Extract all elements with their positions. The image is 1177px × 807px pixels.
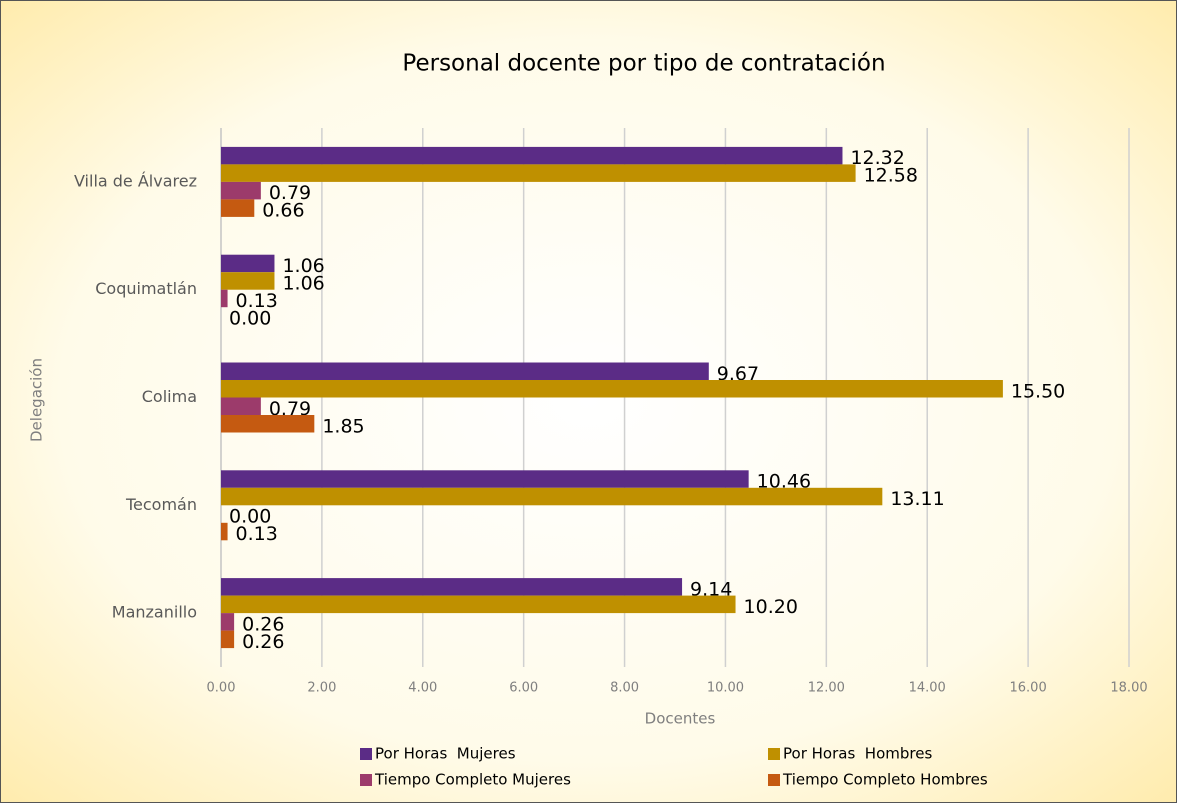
bar [221,255,274,273]
bar [221,380,1003,398]
data-label: 0.26 [242,631,284,653]
bar [221,488,882,506]
bar [221,613,234,631]
x-tick-label: 18.00 [1110,681,1147,696]
data-label: 1.06 [282,272,324,294]
legend-label: Tiempo Completo Hombres [782,771,988,789]
legend-swatch [360,774,372,786]
y-axis-label: Delegación [28,358,46,442]
bar [221,363,709,381]
x-axis-label: Docentes [645,710,716,728]
data-label: 0.00 [229,307,271,329]
data-label: 13.11 [890,488,944,510]
bar [221,272,274,290]
chart-title: Personal docente por tipo de contratació… [402,51,885,77]
bar [221,290,228,308]
x-tick-label: 16.00 [1010,681,1047,696]
bar [221,199,254,217]
bar [221,182,261,200]
bar [221,631,234,649]
bar [221,470,749,488]
x-tick-label: 2.00 [307,681,336,696]
legend-swatch [360,748,372,760]
y-tick-label: Villa de Álvarez [74,171,197,190]
x-tick-label: 10.00 [707,681,744,696]
chart: Personal docente por tipo de contratació… [0,0,1177,803]
x-tick-label: 6.00 [509,681,538,696]
x-tick-label: 0.00 [207,681,236,696]
bar [221,164,856,182]
bar [221,596,736,614]
data-label: 12.58 [864,165,918,187]
data-label: 15.50 [1011,380,1065,402]
y-tick-label: Colima [142,387,197,406]
legend-swatch [768,748,780,760]
page: Personal docente por tipo de contratació… [0,0,1177,807]
x-tick-label: 8.00 [610,681,639,696]
legend-label: Tiempo Completo Mujeres [374,771,571,789]
x-tick-label: 4.00 [408,681,437,696]
y-tick-label: Coquimatlán [95,279,197,298]
y-tick-label: Tecomán [125,495,197,514]
bar [221,523,228,541]
bar [221,415,314,433]
bar [221,147,842,165]
bar [221,578,682,596]
data-label: 10.20 [744,596,798,618]
legend-swatch [768,774,780,786]
bar [221,398,261,416]
x-tick-label: 12.00 [808,681,845,696]
legend-label: Por Horas Mujeres [375,745,516,763]
data-label: 0.66 [262,200,304,222]
data-label: 1.85 [322,415,364,437]
data-label: 0.13 [236,523,278,545]
legend-label: Por Horas Hombres [783,745,932,763]
y-tick-label: Manzanillo [112,603,197,622]
x-tick-label: 14.00 [909,681,946,696]
